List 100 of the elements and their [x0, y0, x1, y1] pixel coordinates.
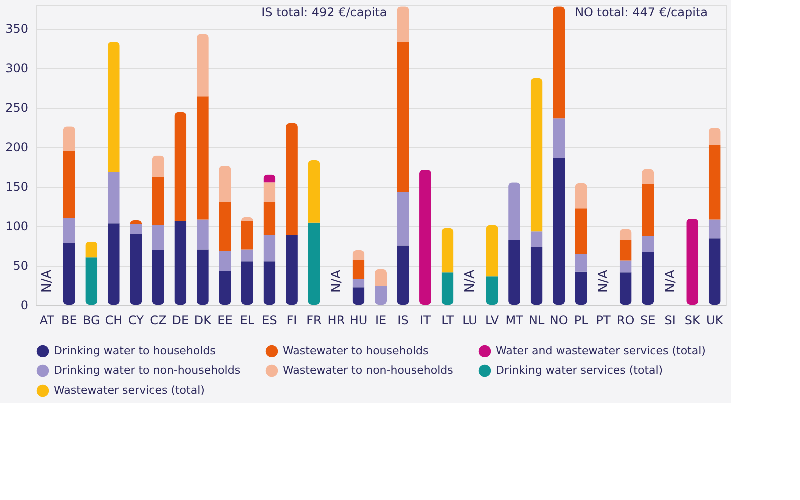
- bar: [553, 118, 566, 158]
- legend-label: Water and wastewater services (total): [496, 344, 706, 358]
- y-tick-label: 250: [6, 101, 28, 116]
- legend-label: Wastewater to households: [283, 344, 430, 358]
- x-tick-label: HR: [328, 314, 346, 328]
- bar: [708, 238, 721, 305]
- bar: [575, 272, 588, 305]
- bar: [397, 192, 410, 246]
- bar: [420, 170, 432, 305]
- x-tick-label: IS: [398, 314, 409, 328]
- bar: [375, 269, 387, 286]
- bar: [620, 229, 632, 240]
- bar: [152, 225, 164, 251]
- y-tick-label: 200: [6, 140, 28, 155]
- annotation: N/A: [663, 270, 678, 293]
- y-tick-label: 100: [6, 220, 28, 234]
- bar: [620, 240, 632, 261]
- x-tick-label: DE: [172, 314, 190, 328]
- bar: [530, 232, 543, 248]
- x-tick-label: IE: [375, 314, 387, 328]
- bar: [686, 218, 699, 305]
- bar: [352, 260, 365, 279]
- bar: [241, 250, 254, 262]
- annotation: N/A: [40, 270, 56, 293]
- bar: [86, 258, 98, 305]
- x-tick-label: RO: [616, 314, 635, 328]
- bar: [575, 254, 588, 272]
- bar: [708, 146, 721, 220]
- bar: [152, 177, 164, 226]
- bar: [196, 250, 209, 305]
- bar: [486, 225, 498, 277]
- bar: [219, 166, 232, 202]
- x-tick-label: NO: [550, 314, 568, 328]
- x-tick-label: PT: [596, 314, 612, 328]
- bar: [63, 243, 76, 305]
- bar: [530, 247, 543, 305]
- bar: [264, 262, 276, 305]
- bar: [486, 276, 498, 305]
- bar: [442, 272, 454, 305]
- bar: [241, 221, 254, 250]
- bar: [264, 182, 276, 202]
- x-tick-label: EE: [218, 314, 233, 328]
- bar: [264, 236, 276, 262]
- bar: [86, 242, 98, 258]
- bar: [63, 218, 76, 244]
- x-tick-label: IT: [420, 314, 432, 328]
- bar: [553, 158, 566, 305]
- x-tick-label: MT: [506, 314, 524, 328]
- bar: [642, 252, 654, 305]
- bar: [397, 6, 410, 42]
- bar: [286, 236, 298, 305]
- bar: [152, 156, 164, 178]
- bar: [352, 278, 365, 288]
- bar: [196, 220, 209, 250]
- x-tick-label: EL: [240, 314, 255, 328]
- x-tick-label: FI: [286, 314, 298, 328]
- x-tick-label: LU: [462, 314, 478, 328]
- annotation: IS total: 492 €/capita: [262, 6, 388, 20]
- bar: [620, 272, 632, 305]
- x-tick-label: AT: [40, 314, 56, 328]
- bar: [108, 172, 120, 224]
- bar: [442, 228, 454, 273]
- x-tick-label: SK: [684, 314, 702, 328]
- bar: [286, 123, 298, 236]
- x-tick-label: SI: [664, 314, 676, 328]
- bar: [130, 234, 142, 305]
- bar: [575, 183, 588, 209]
- bar: [508, 182, 521, 240]
- x-tick-label: BE: [61, 314, 78, 328]
- x-tick-label: ES: [262, 314, 278, 328]
- bar: [219, 202, 232, 252]
- annotation: NO total: 447 €/capita: [575, 6, 708, 20]
- bar: [553, 6, 566, 119]
- bar: [352, 288, 365, 305]
- x-tick-label: FR: [306, 314, 322, 328]
- y-tick-label: 50: [13, 259, 28, 274]
- y-tick-label: 350: [6, 22, 28, 36]
- x-tick-label: DK: [194, 314, 213, 328]
- annotation: N/A: [463, 270, 478, 293]
- bar: [108, 224, 120, 305]
- x-tick-label: LT: [442, 314, 455, 328]
- bar: [397, 42, 410, 192]
- bar: [530, 78, 543, 232]
- y-tick-label: 300: [6, 62, 28, 76]
- bar: [397, 246, 410, 305]
- x-tick-label: HU: [350, 314, 368, 328]
- y-tick-label: 0: [20, 298, 28, 312]
- bar: [642, 184, 654, 236]
- x-tick-label: CZ: [150, 314, 167, 328]
- legend-label: Wastewater to non-households: [283, 364, 454, 377]
- x-tick-label: CH: [105, 314, 123, 328]
- legend-label: Drinking water services (total): [496, 364, 664, 377]
- x-tick-label: PL: [574, 314, 589, 328]
- bar: [219, 251, 232, 272]
- bar: [63, 126, 76, 152]
- bar: [375, 286, 387, 305]
- bar: [219, 271, 232, 305]
- bar: [174, 112, 187, 222]
- x-tick-label: NL: [528, 314, 545, 328]
- y-tick-label: 150: [6, 180, 28, 194]
